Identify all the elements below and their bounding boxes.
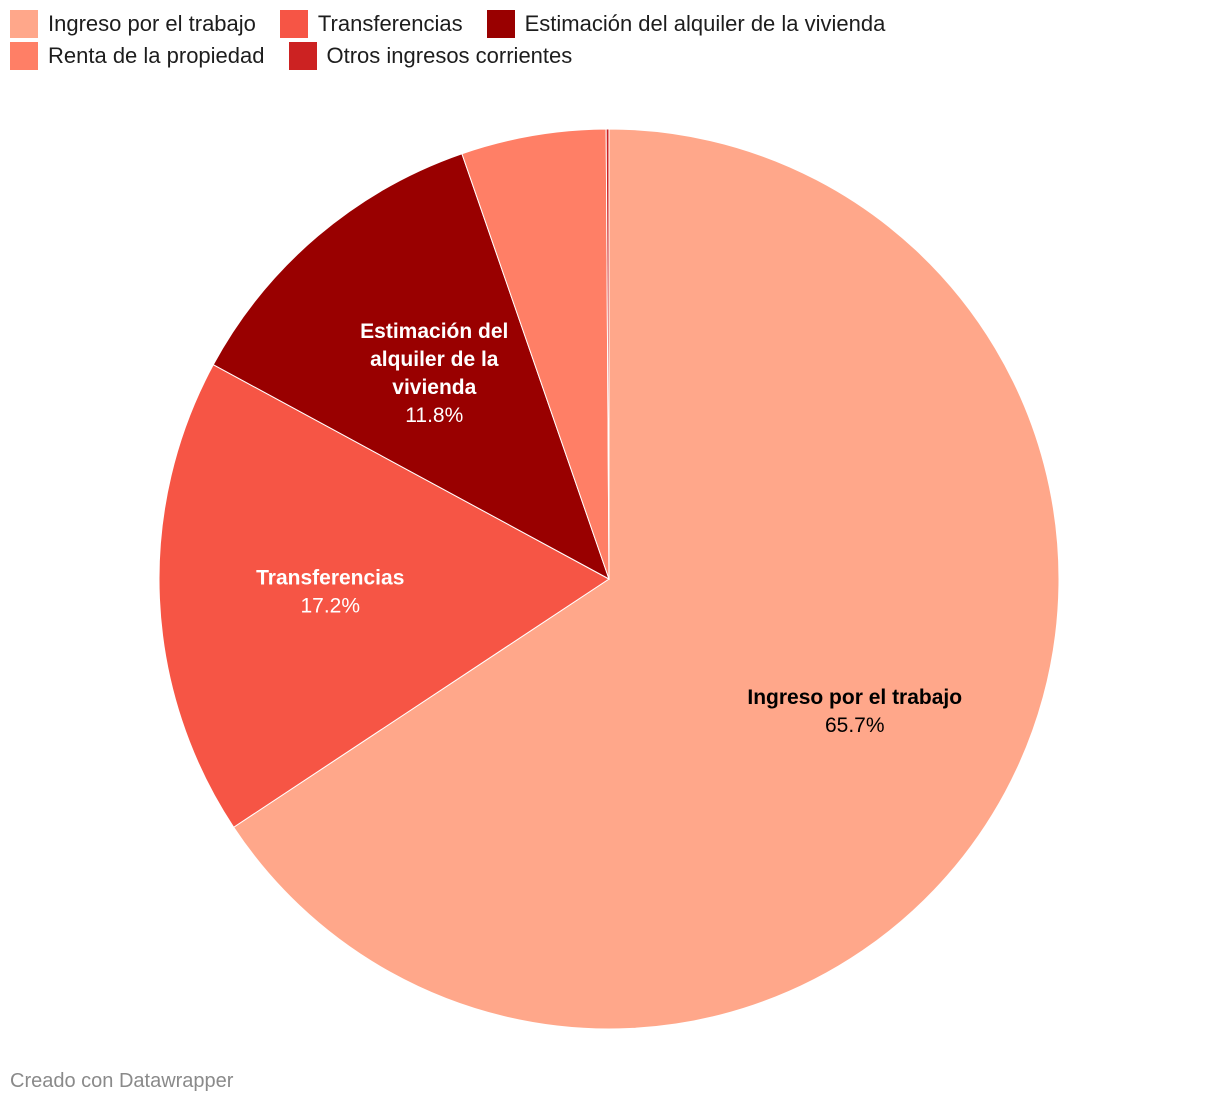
legend: Ingreso por el trabajo Transferencias Es… — [10, 8, 1010, 72]
pie-slice-ingreso-por-el-trabajo — [232, 128, 1060, 1030]
pie-slices — [158, 128, 1060, 1030]
legend-swatch — [486, 10, 515, 38]
legend-label: Otros ingresos corrientes — [326, 43, 573, 68]
slice-label-name: vivienda — [392, 376, 476, 399]
legend-swatch — [279, 10, 308, 38]
pie-slice-estimacion-del-alquiler-de-la-vivienda — [212, 153, 610, 581]
footer-credit: Creado con Datawrapper — [10, 1070, 234, 1092]
legend-label: Renta de la propiedad — [48, 43, 265, 68]
legend-label: Transferencias — [317, 11, 463, 36]
legend-row-1: Ingreso por el trabajo Transferencias Es… — [10, 8, 1010, 40]
slice-label-value: 17.2% — [300, 594, 360, 617]
legend-label: Estimación del alquiler de la vivienda — [524, 11, 886, 36]
legend-item-alquiler-vivienda: Estimación del alquiler de la vivienda — [486, 10, 886, 38]
legend-swatch — [10, 42, 38, 70]
legend-item-renta-propiedad: Renta de la propiedad — [10, 42, 265, 70]
legend-swatch — [10, 10, 38, 38]
slice-label-name: alquiler de la — [370, 348, 499, 371]
slice-label-name: Estimación del — [360, 320, 508, 343]
legend-label: Ingreso por el trabajo — [48, 11, 256, 36]
slice-label-ingreso-por-el-trabajo: Ingreso por el trabajo 65.7% — [747, 686, 962, 737]
slice-label-value: 11.8% — [405, 404, 463, 427]
pie-labels: Ingreso por el trabajo 65.7% Transferencia… — [256, 320, 962, 737]
slice-label-name: Ingreso por el trabajo — [747, 686, 962, 709]
legend-item-ingreso-trabajo: Ingreso por el trabajo — [10, 10, 256, 38]
legend-item-otros-ingresos: Otros ingresos corrientes — [288, 42, 573, 70]
slice-label-value: 65.7% — [825, 714, 885, 737]
pie-slice-otros-ingresos-corrientes — [605, 128, 610, 580]
legend-row-2: Renta de la propiedad Otros ingresos cor… — [10, 40, 1010, 72]
pie-slice-transferencias — [158, 364, 610, 828]
legend-item-transferencias: Transferencias — [279, 10, 463, 38]
slice-label-estimacion-del-alquiler-de-la-vivienda: Estimación del alquiler de la vivienda 11.8… — [360, 320, 508, 427]
legend-swatch — [288, 42, 317, 70]
slice-label-transferencias: Transferencias 17.2% — [256, 566, 404, 617]
pie-slice-renta-de-la-propiedad — [461, 128, 610, 580]
slice-label-name: Transferencias — [256, 566, 404, 589]
